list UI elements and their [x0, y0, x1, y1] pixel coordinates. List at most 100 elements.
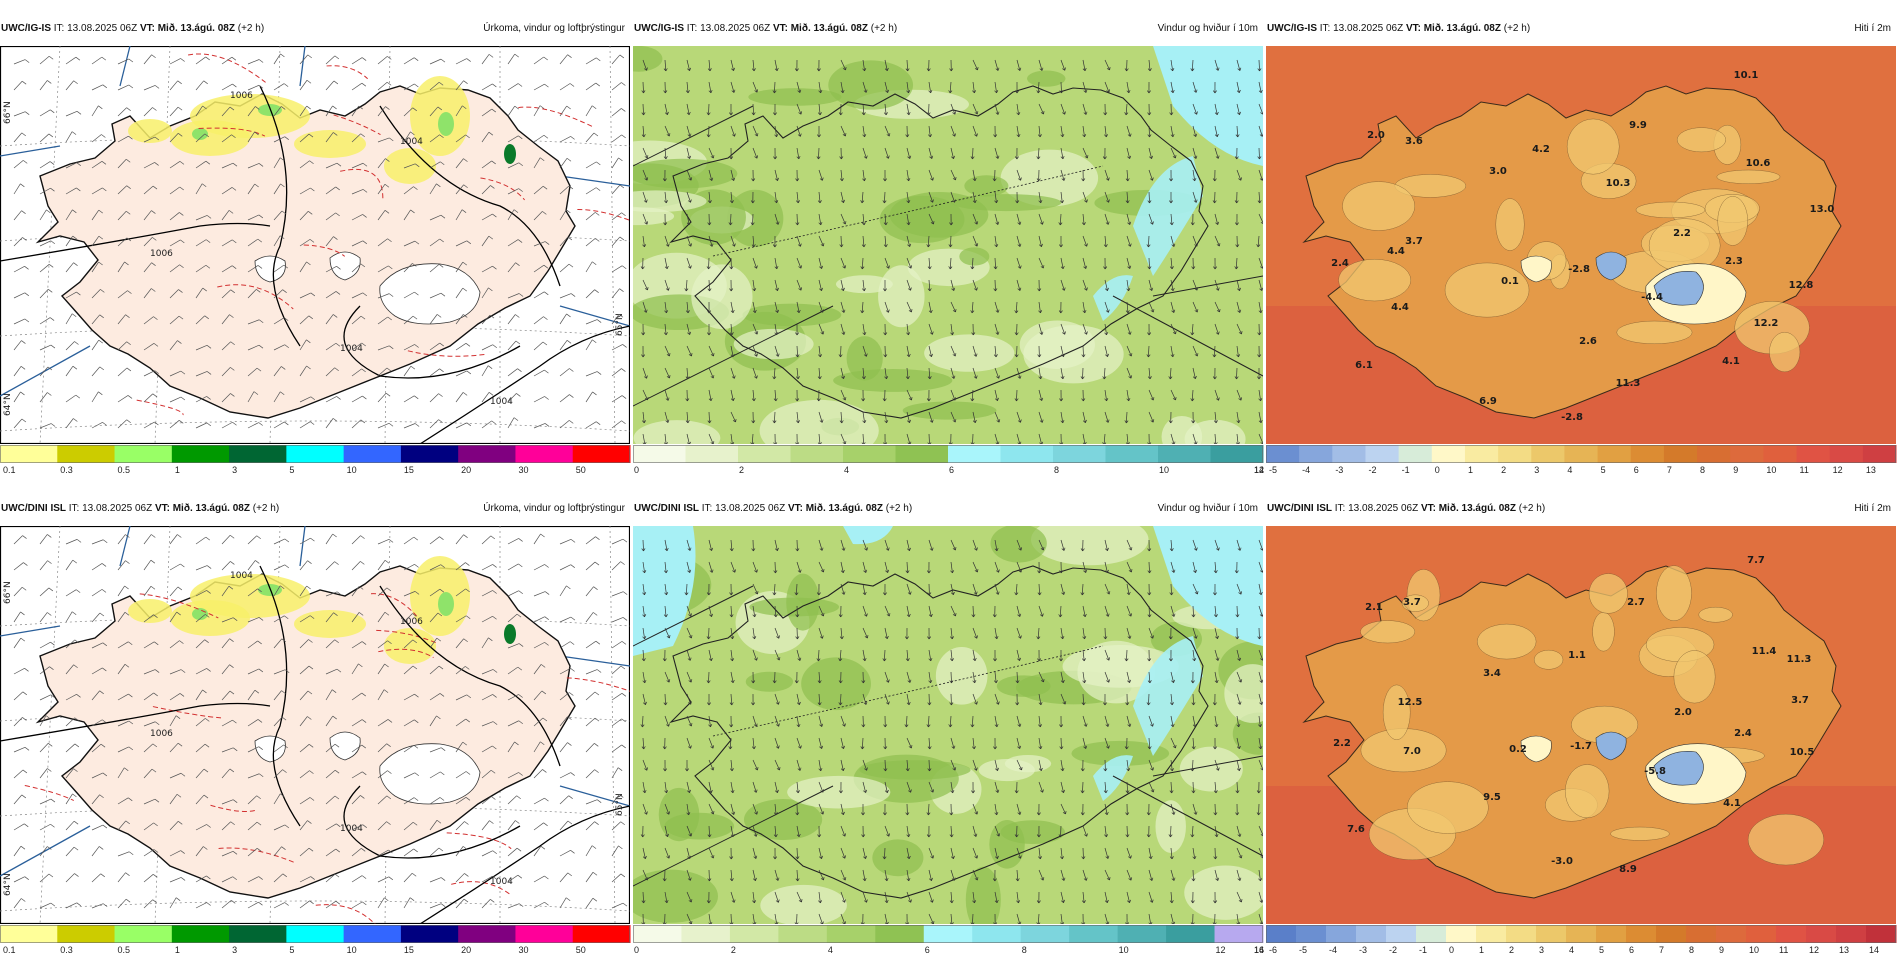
valid-time: VT: Mið. 13.ágú. 08Z — [155, 503, 250, 514]
colorbar-tick-label: 4 — [844, 465, 849, 475]
colorbar-swatch — [229, 925, 287, 943]
colorbar-swatch — [1656, 925, 1687, 943]
colorbar-swatch — [1564, 445, 1598, 463]
colorbar-tick-label: 50 — [576, 945, 586, 955]
isobar-label: 1004 — [230, 571, 253, 581]
map-canvas — [633, 526, 1263, 924]
temperature-value: 6.9 — [1479, 396, 1497, 407]
latitude-label: 66°N — [3, 101, 13, 124]
map-wind — [633, 46, 1263, 444]
colorbar-swatch — [401, 445, 459, 463]
colorbar-swatch — [286, 925, 344, 943]
colorbar-tick-label: 0 — [1449, 945, 1454, 955]
temperature-value: 10.6 — [1746, 158, 1771, 169]
latitude-label: 65°N — [615, 313, 625, 336]
colorbar-tick-label: 2 — [1501, 465, 1506, 475]
colorbar-tick-label: 8 — [1700, 465, 1705, 475]
colorbar-tick-label: -4 — [1329, 945, 1337, 955]
colorbar-swatch — [896, 445, 949, 463]
temperature-value: 3.6 — [1405, 136, 1423, 147]
isobar-label: 1004 — [490, 877, 513, 887]
temperature-value: 9.5 — [1483, 792, 1501, 803]
colorbar-swatch — [875, 925, 924, 943]
colorbar-swatch — [1531, 445, 1565, 463]
isobar-label: 1004 — [490, 397, 513, 407]
colorbar-swatch — [1446, 925, 1477, 943]
colorbar-swatch — [924, 925, 973, 943]
latitude-label: 65°N — [615, 793, 625, 816]
colorbar-swatch — [791, 445, 844, 463]
colorbar-swatch — [1598, 445, 1632, 463]
colorbar-swatch — [1332, 445, 1366, 463]
temperature-value: 0.2 — [1509, 744, 1527, 755]
init-time: IT: 13.08.2025 06Z — [51, 23, 140, 34]
colorbar-swatch — [172, 445, 230, 463]
colorbar-swatch — [115, 925, 173, 943]
colorbar-tick-label: -5 — [1269, 465, 1277, 475]
init-time: IT: 13.08.2025 06Z — [699, 503, 788, 514]
model-name: UWC/IG-IS — [634, 23, 684, 34]
colorbar-swatch — [843, 445, 896, 463]
temperature-value: 2.4 — [1331, 258, 1349, 269]
temperature-value: 3.7 — [1405, 236, 1423, 247]
colorbar-swatch — [1836, 925, 1867, 943]
colorbar-tick-label: 8 — [1054, 465, 1059, 475]
colorbar-swatch — [1797, 445, 1831, 463]
temperature-value: 1.1 — [1568, 650, 1586, 661]
colorbar-swatch — [1498, 445, 1532, 463]
model-name: UWC/DINI ISL — [1267, 503, 1332, 514]
colorbar-swatch — [115, 445, 173, 463]
model-name: UWC/IG-IS — [1267, 23, 1317, 34]
temperature-value: 2.6 — [1579, 336, 1597, 347]
temperature-value: 2.0 — [1674, 707, 1692, 718]
colorbar-swatch — [1863, 445, 1897, 463]
model-name: UWC/DINI ISL — [634, 503, 699, 514]
forecast-panel-temp: UWC/DINI ISL IT: 13.08.2025 06Z VT: Mið.… — [1266, 492, 1896, 962]
temperature-value: -4.4 — [1641, 292, 1663, 303]
colorbar-tick-label: 10 — [1766, 465, 1776, 475]
colorbar-swatch — [633, 925, 682, 943]
colorbar-swatch — [573, 445, 631, 463]
colorbar-tick-label: 1 — [175, 465, 180, 475]
panel-title: UWC/IG-IS IT: 13.08.2025 06Z VT: Mið. 13… — [1, 12, 629, 46]
colorbar-swatch — [948, 445, 1001, 463]
temperature-value: 6.1 — [1355, 360, 1373, 371]
colorbar-tick-label: 5 — [289, 465, 294, 475]
colorbar-tick-label: 50 — [576, 465, 586, 475]
colorbar-tick-label: 12 — [1809, 945, 1819, 955]
temperature-value: 2.7 — [1627, 597, 1645, 608]
colorbar-tick-label: 12 — [1216, 945, 1226, 955]
colorbar-tick-label: 3 — [1534, 465, 1539, 475]
colorbar-tick-label: 11 — [1800, 465, 1809, 475]
temperature-value: -2.8 — [1568, 264, 1590, 275]
panel-title: UWC/DINI ISL IT: 13.08.2025 06Z VT: Mið.… — [634, 492, 1262, 526]
colorbar-tick-label: -3 — [1335, 465, 1343, 475]
colorbar-tick-label: 4 — [828, 945, 833, 955]
colorbar-tick-label: 20 — [461, 465, 471, 475]
temperature-value: 8.9 — [1619, 864, 1637, 875]
temperature-value: 7.6 — [1347, 824, 1365, 835]
colorbar-swatch — [827, 925, 876, 943]
map-canvas — [633, 46, 1263, 444]
colorbar-swatch — [1118, 925, 1167, 943]
colorbar-swatch — [686, 445, 739, 463]
temperature-value: 2.3 — [1725, 256, 1743, 267]
latitude-label: 66°N — [3, 581, 13, 604]
parameter-label: Hiti í 2m — [1854, 12, 1891, 46]
colorbar-tick-label: 7 — [1667, 465, 1672, 475]
colorbar-tick-label: 6 — [1634, 465, 1639, 475]
colorbar-swatch — [1730, 445, 1764, 463]
colorbar-tick-label: 13 — [1839, 945, 1849, 955]
colorbar-swatch — [1566, 925, 1597, 943]
temperature-value: 2.1 — [1365, 602, 1383, 613]
colorbar-tick-label: 2 — [1509, 945, 1514, 955]
temperature-value: -1.7 — [1570, 741, 1592, 752]
colorbar-tick-label: 16 — [1254, 945, 1264, 955]
colorbar-swatch — [1506, 925, 1537, 943]
colorbar-swatch — [458, 925, 516, 943]
